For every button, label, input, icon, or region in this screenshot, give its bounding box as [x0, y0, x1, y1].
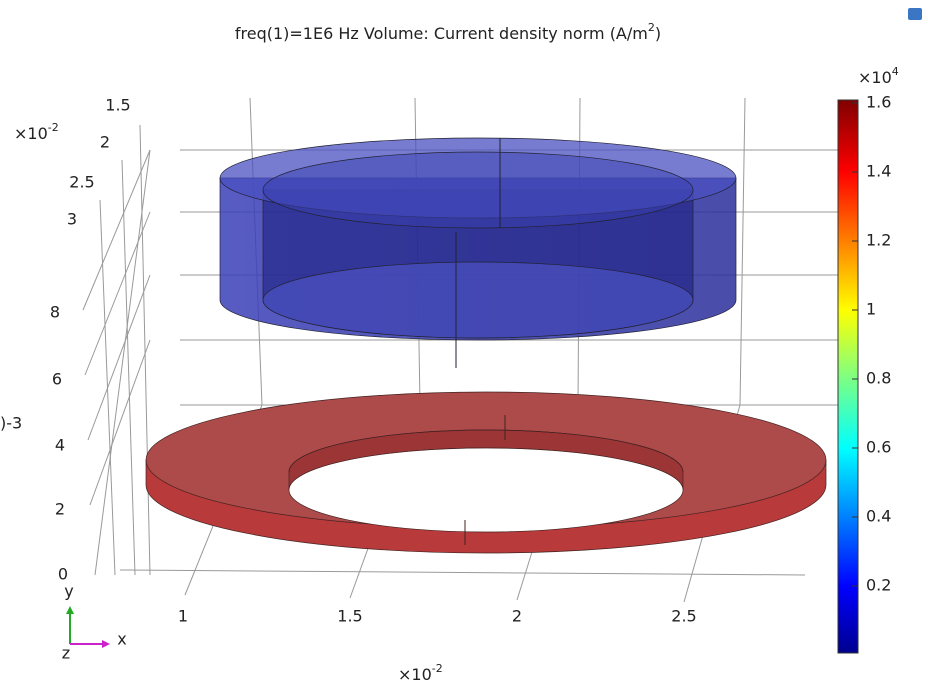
blue-cylinder	[219, 137, 737, 368]
y-axis-labels: 1.5 2 2.5 3 ×10-2	[14, 96, 131, 229]
colorbar-tick-label: 1	[866, 300, 876, 319]
colorbar-tick-label: 0.2	[866, 576, 891, 595]
title-end: )	[655, 24, 661, 43]
y-tick-label: 3	[67, 210, 77, 229]
colorbar-tick-label: 1.2	[866, 231, 891, 250]
colorbar-tick-label: 0.8	[866, 369, 891, 388]
triad-label: x	[117, 630, 126, 649]
y-tick-label: 2	[100, 133, 110, 152]
colorbar-tick-label: 0.4	[866, 507, 891, 526]
z-tick-label: 6	[52, 370, 62, 389]
y-multiplier: ×10-2	[14, 121, 59, 143]
y-multiplier-base: ×10	[14, 124, 48, 143]
red-annulus	[145, 391, 827, 554]
colorbar-tick-label: 0.6	[866, 438, 891, 457]
z-tick-label: 2	[55, 500, 65, 519]
colorbar-tick-label: 1.4	[866, 162, 891, 181]
title-text: freq(1)=1E6 Hz Volume: Current density n…	[235, 24, 648, 43]
x-multiplier: ×10-2	[398, 662, 443, 684]
triad-label: z	[62, 644, 70, 663]
toolbar-icon[interactable]	[908, 8, 922, 20]
z-tick-label: 8	[50, 303, 60, 322]
x-tick-label: 2.5	[671, 607, 696, 626]
plot-title: freq(1)=1E6 Hz Volume: Current density n…	[235, 21, 661, 43]
y-tick-label: 1.5	[105, 96, 130, 115]
z-multiplier: )-3	[0, 414, 22, 433]
y-multiplier-exp: -2	[48, 121, 59, 134]
colorbar-multiplier: ×104	[858, 65, 899, 87]
colorbar-tick-label: 1.6	[866, 93, 891, 112]
z-axis-labels: 0 2 4 6 8 )-3	[0, 303, 68, 584]
x-tick-label: 2	[512, 607, 522, 626]
x-axis-labels: 1 1.5 2 2.5 ×10-2	[178, 607, 697, 684]
x-tick-label: 1.5	[337, 607, 362, 626]
z-tick-label: 0	[58, 565, 68, 584]
triad-label: y	[64, 582, 73, 601]
colorbar-gradient	[837, 99, 859, 654]
colorbar-multiplier-base: ×10	[858, 68, 892, 87]
x-multiplier-base: ×10	[398, 665, 432, 684]
z-tick-label: 4	[55, 436, 65, 455]
colorbar: ×104 1.6 1.4 1.2 1 0.8 0.6 0.4 0.2	[837, 65, 899, 654]
x-tick-label: 1	[178, 607, 188, 626]
axis-triad: y x z	[62, 582, 127, 663]
title-sup: 2	[648, 21, 655, 34]
y-tick-label: 2.5	[69, 173, 94, 192]
x-multiplier-exp: -2	[432, 662, 443, 675]
colorbar-multiplier-exp: 4	[892, 65, 899, 78]
